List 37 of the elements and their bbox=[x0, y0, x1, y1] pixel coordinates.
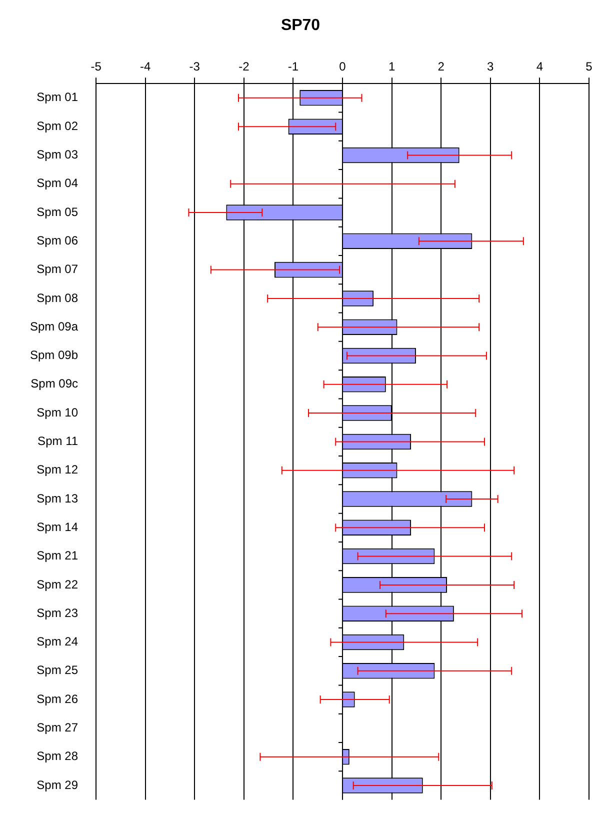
y-tick-label: Spm 09b bbox=[30, 348, 78, 362]
y-tick-label: Spm 09c bbox=[30, 376, 78, 391]
y-tick-label: Spm 04 bbox=[36, 176, 78, 190]
y-tick-label: Spm 13 bbox=[36, 491, 78, 506]
y-tick-label: Spm 05 bbox=[36, 204, 78, 219]
y-tick-label: Spm 09a bbox=[30, 319, 78, 334]
chart-title: SP70 bbox=[280, 17, 320, 34]
y-tick-label: Spm 06 bbox=[36, 233, 78, 248]
y-tick-label: Spm 25 bbox=[36, 663, 78, 678]
x-tick-label: 2 bbox=[438, 60, 445, 74]
y-tick-label: Spm 03 bbox=[36, 148, 78, 162]
x-tick-label: -4 bbox=[140, 60, 151, 74]
y-tick-label: Spm 22 bbox=[36, 577, 78, 592]
y-tick-label: Spm 08 bbox=[36, 290, 78, 305]
x-tick-label: 4 bbox=[536, 60, 544, 74]
y-tick-label: Spm 11 bbox=[38, 434, 78, 448]
y-tick-label: Spm 01 bbox=[36, 90, 78, 104]
y-tick-label: Spm 28 bbox=[36, 749, 78, 764]
y-tick-label: Spm 27 bbox=[36, 720, 78, 734]
y-tick-label: Spm 14 bbox=[36, 520, 78, 534]
x-tick-label: -2 bbox=[238, 60, 250, 74]
x-tick-label: -5 bbox=[90, 60, 102, 74]
y-tick-label: Spm 12 bbox=[36, 462, 78, 477]
x-tick-label: -3 bbox=[189, 60, 200, 74]
y-tick-label: Spm 26 bbox=[36, 692, 78, 706]
y-tick-label: Spm 10 bbox=[36, 405, 78, 420]
x-tick-label: 0 bbox=[339, 60, 346, 74]
x-tick-label: 5 bbox=[586, 60, 593, 74]
y-tick-label: Spm 24 bbox=[36, 634, 78, 649]
y-tick-label: Spm 23 bbox=[36, 606, 78, 620]
x-tick-label: 1 bbox=[388, 60, 396, 74]
y-tick-label: Spm 21 bbox=[36, 548, 78, 563]
y-tick-label: Spm 07 bbox=[36, 262, 78, 276]
x-tick-label: 3 bbox=[487, 60, 494, 74]
y-tick-label: Spm 02 bbox=[36, 118, 78, 133]
x-tick-label: -1 bbox=[288, 60, 299, 74]
y-tick-label: Spm 29 bbox=[36, 778, 78, 792]
